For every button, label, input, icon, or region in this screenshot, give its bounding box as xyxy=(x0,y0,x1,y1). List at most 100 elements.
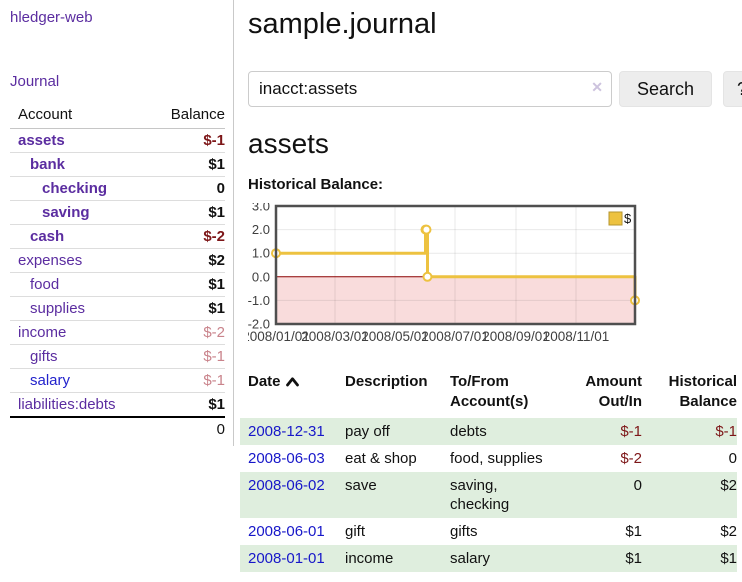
account-link-salary[interactable]: salary xyxy=(30,372,71,389)
register-table-header: Date Description To/From Account(s) Amou… xyxy=(240,368,737,418)
transaction-balance: $2 xyxy=(720,477,737,494)
register-table: Date Description To/From Account(s) Amou… xyxy=(240,368,737,572)
account-row: expenses $2 xyxy=(10,249,225,273)
account-row: salary $-1 xyxy=(10,369,225,393)
sort-asc-icon xyxy=(285,377,299,387)
account-link-expenses[interactable]: expenses xyxy=(18,252,83,269)
transaction-description: gift xyxy=(345,523,366,540)
svg-text:-1.0: -1.0 xyxy=(248,293,270,308)
column-header-balance-line1: Historical xyxy=(668,373,737,390)
sidebar-divider xyxy=(233,0,234,446)
transaction-amount: $-1 xyxy=(620,423,642,440)
svg-text:2008/01/01: 2008/01/01 xyxy=(248,329,310,344)
account-row: gifts $-1 xyxy=(10,345,225,369)
accounts-total-spacer xyxy=(10,416,153,441)
legend-swatch xyxy=(608,211,623,226)
brand-link[interactable]: hledger-web xyxy=(10,9,93,26)
transaction-amount: $-2 xyxy=(620,450,642,467)
account-heading: assets xyxy=(248,128,329,159)
clear-search-icon[interactable]: ✕ xyxy=(591,79,603,95)
account-link-saving[interactable]: saving xyxy=(42,204,90,221)
svg-text:2008/05/01: 2008/05/01 xyxy=(361,329,429,344)
account-row: saving $1 xyxy=(10,201,225,225)
account-row: liabilities:debts $1 xyxy=(10,393,225,418)
transaction-description: pay off xyxy=(345,423,390,440)
account-link-gifts[interactable]: gifts xyxy=(30,348,58,365)
transaction-row: 2008-06-03 eat & shop food, supplies $-2 0 xyxy=(240,445,737,472)
accounts-total-row: 0 xyxy=(10,416,225,441)
account-row: supplies $1 xyxy=(10,297,225,321)
transaction-accounts: debts xyxy=(450,423,487,440)
transaction-description: save xyxy=(345,477,377,494)
transaction-amount: $1 xyxy=(625,550,642,567)
account-row: income $-2 xyxy=(10,321,225,345)
account-balance: $2 xyxy=(208,252,225,269)
account-link-assets[interactable]: assets xyxy=(18,132,65,149)
historical-balance-chart: $3.0 2.0 1.0 0.0 -1.0 -2.0 2008/01/01 2008/03/0… xyxy=(242,199,742,354)
column-header-amount: Amount Out/In xyxy=(575,368,642,418)
search-button[interactable]: Search xyxy=(619,71,713,107)
account-link-checking[interactable]: checking xyxy=(42,180,108,197)
transaction-row: 2008-01-01 income salary $1 $1 xyxy=(240,545,737,572)
transaction-balance: 0 xyxy=(728,450,737,467)
account-balance: $-2 xyxy=(203,228,225,245)
transaction-balance: $2 xyxy=(720,523,737,540)
svg-text:2008/11/01: 2008/11/01 xyxy=(543,329,610,344)
transaction-accounts: salary xyxy=(450,550,491,567)
column-header-balance: Historical Balance xyxy=(642,368,737,418)
search-input[interactable] xyxy=(248,71,612,107)
account-link-liabilities-debts[interactable]: liabilities:debts xyxy=(18,396,116,413)
account-link-food[interactable]: food xyxy=(30,276,60,293)
account-link-cash[interactable]: cash xyxy=(30,228,65,245)
accounts-table: Account Balance assets $-1 bank $1 checking 0… xyxy=(10,104,225,441)
transaction-accounts: saving, checking xyxy=(450,477,510,513)
chart-canvas: $3.0 2.0 1.0 0.0 -1.0 -2.02008/01/012008/03/0… xyxy=(242,199,640,344)
account-row: assets $-1 xyxy=(10,129,225,153)
column-header-date-label: Date xyxy=(248,373,281,390)
account-balance: $-1 xyxy=(203,372,225,389)
account-link-bank[interactable]: bank xyxy=(30,156,66,173)
column-header-balance-line2: Balance xyxy=(679,393,737,410)
transaction-balance: $1 xyxy=(720,550,737,567)
data-point xyxy=(421,224,432,235)
help-button[interactable]: ? xyxy=(723,71,742,107)
account-row: bank $1 xyxy=(10,153,225,177)
column-header-description: Description xyxy=(345,368,450,418)
data-point xyxy=(422,271,433,282)
account-balance: $-1 xyxy=(203,348,225,365)
accounts-total-value: 0 xyxy=(152,416,225,441)
transaction-balance: $-1 xyxy=(715,423,737,440)
account-link-supplies[interactable]: supplies xyxy=(30,300,86,317)
transaction-row: 2008-12-31 pay off debts $-1 $-1 xyxy=(240,418,737,445)
page-title: sample.journal xyxy=(248,8,437,40)
transaction-date-link[interactable]: 2008-01-01 xyxy=(248,550,325,567)
svg-text:2008/09/01: 2008/09/01 xyxy=(482,329,550,344)
account-balance: $-1 xyxy=(203,132,225,149)
chart-title: Historical Balance: xyxy=(248,176,384,193)
plot-border xyxy=(274,204,637,326)
transaction-accounts: food, supplies xyxy=(450,450,543,467)
account-link-income[interactable]: income xyxy=(18,324,67,341)
accounts-header-account: Account xyxy=(18,106,73,123)
accounts-table-header: Account Balance xyxy=(10,104,225,129)
transaction-description: income xyxy=(345,550,394,567)
transaction-date-link[interactable]: 2008-06-03 xyxy=(248,450,325,467)
account-balance: $-2 xyxy=(203,324,225,341)
account-row: food $1 xyxy=(10,273,225,297)
transaction-amount: $1 xyxy=(625,523,642,540)
sidebar: hledger-web Journal Account Balance asse… xyxy=(0,0,233,441)
transaction-amount: 0 xyxy=(633,477,642,494)
transaction-accounts: gifts xyxy=(450,523,478,540)
column-header-date[interactable]: Date xyxy=(240,368,345,418)
sidebar-item-journal[interactable]: Journal xyxy=(10,73,60,90)
transaction-description: eat & shop xyxy=(345,450,417,467)
transaction-date-link[interactable]: 2008-06-02 xyxy=(248,477,325,494)
svg-text:0.0: 0.0 xyxy=(252,269,270,284)
account-row: checking 0 xyxy=(10,177,225,201)
account-balance: 0 xyxy=(216,180,225,197)
transaction-date-link[interactable]: 2008-12-31 xyxy=(248,423,325,440)
transaction-date-link[interactable]: 2008-06-01 xyxy=(248,523,325,540)
transaction-row: 2008-06-02 save saving, checking 0 $2 xyxy=(240,472,737,518)
account-balance: $1 xyxy=(208,276,225,293)
column-header-amount-line2: Out/In xyxy=(598,393,642,410)
